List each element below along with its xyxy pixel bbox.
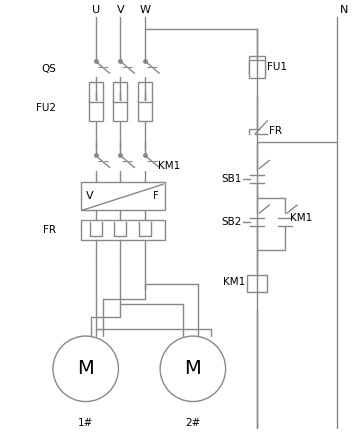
Bar xyxy=(247,274,267,292)
Text: N: N xyxy=(340,5,348,15)
Text: V: V xyxy=(116,5,124,15)
Text: FU2: FU2 xyxy=(36,103,56,113)
Text: U: U xyxy=(91,5,100,15)
Text: FU1: FU1 xyxy=(267,62,287,72)
Bar xyxy=(81,220,165,240)
Bar xyxy=(89,100,103,121)
Bar xyxy=(250,56,265,74)
Bar xyxy=(114,82,127,102)
Text: KM1: KM1 xyxy=(223,277,245,288)
Text: M: M xyxy=(77,359,94,378)
Text: FR: FR xyxy=(43,225,56,235)
Text: M: M xyxy=(185,359,201,378)
Bar xyxy=(81,182,165,210)
Text: V: V xyxy=(86,191,93,201)
Bar xyxy=(138,100,152,121)
Bar xyxy=(138,82,152,102)
Circle shape xyxy=(160,336,226,402)
Text: W: W xyxy=(140,5,151,15)
Text: QS: QS xyxy=(41,64,56,74)
Bar xyxy=(89,82,103,102)
Text: SB1: SB1 xyxy=(221,174,241,184)
Text: F: F xyxy=(153,191,159,201)
Text: 2#: 2# xyxy=(185,418,201,428)
Text: SB2: SB2 xyxy=(221,217,241,227)
Text: KM1: KM1 xyxy=(158,161,180,171)
Text: FR: FR xyxy=(269,126,282,136)
Bar xyxy=(114,100,127,121)
Bar xyxy=(250,60,265,78)
Circle shape xyxy=(53,336,119,402)
Text: KM1: KM1 xyxy=(290,213,312,223)
Text: 1#: 1# xyxy=(78,418,94,428)
